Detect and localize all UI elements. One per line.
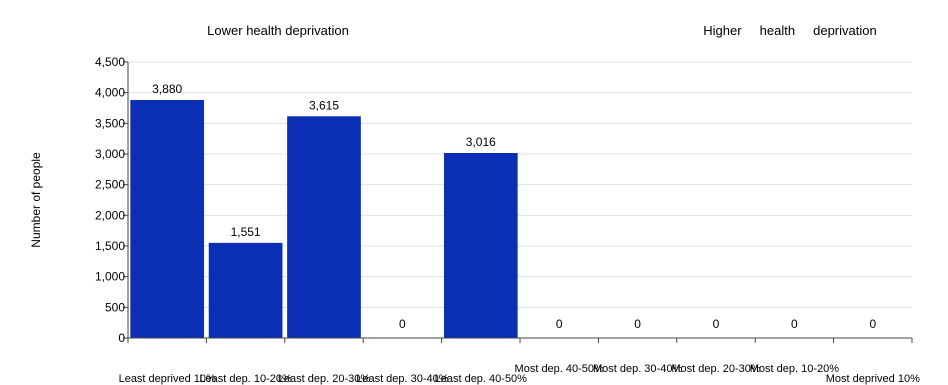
bar-value-label: 1,551 xyxy=(231,225,261,239)
axes xyxy=(123,61,913,343)
x-category-label: Most dep. 10-20% xyxy=(750,363,839,375)
bar-value-label: 0 xyxy=(869,317,876,331)
y-tick-label: 3,500 xyxy=(95,116,125,130)
y-tick-label: 2,000 xyxy=(95,208,125,222)
bar-value-label: 0 xyxy=(399,317,406,331)
bar xyxy=(130,100,205,338)
annotation-higher-health-deprivation: Higher health deprivation xyxy=(703,23,876,38)
x-category-label: Least deprived 10% xyxy=(119,373,216,385)
y-axis-label: Number of people xyxy=(29,152,43,248)
y-tick-label: 1,500 xyxy=(95,239,125,253)
x-category-label: Least dep. 10-20% xyxy=(199,373,292,385)
y-tick-label: 3,000 xyxy=(95,147,125,161)
bars xyxy=(130,100,518,338)
x-category-label: Most dep. 20-30% xyxy=(671,363,760,375)
bar-value-label: 0 xyxy=(713,317,720,331)
bar-value-label: 0 xyxy=(634,317,641,331)
y-tick-label: 0 xyxy=(118,331,125,345)
bar-value-label: 0 xyxy=(791,317,798,331)
annotation-lower-health-deprivation: Lower health deprivation xyxy=(207,23,349,38)
x-category-label: Most dep. 30-40% xyxy=(593,363,682,375)
labels: 0 500 1,000 1,500 2,000 2,500 3,000 3,500 4,000 4… xyxy=(95,55,920,385)
bar xyxy=(287,116,361,338)
bar-value-label: 3,615 xyxy=(309,98,339,112)
bar-value-label: 3,880 xyxy=(152,82,182,96)
x-category-label: Least dep. 40-50% xyxy=(435,373,528,385)
y-tick-label: 1,000 xyxy=(95,270,125,284)
bar xyxy=(443,153,518,338)
x-category-label: Least dep. 30-40% xyxy=(356,373,449,385)
y-tick-label: 4,000 xyxy=(95,86,125,100)
x-category-label: Most deprived 10% xyxy=(826,373,920,385)
bar-value-label: 0 xyxy=(556,317,563,331)
x-category-label: Least dep. 20-30% xyxy=(278,373,371,385)
x-category-label: Most dep. 40-50% xyxy=(515,363,604,375)
y-tick-label: 4,500 xyxy=(95,55,125,69)
y-tick-label: 500 xyxy=(105,300,125,314)
y-tick-label: 2,500 xyxy=(95,178,125,192)
bar xyxy=(208,242,283,338)
bar-value-label: 3,016 xyxy=(466,135,496,149)
